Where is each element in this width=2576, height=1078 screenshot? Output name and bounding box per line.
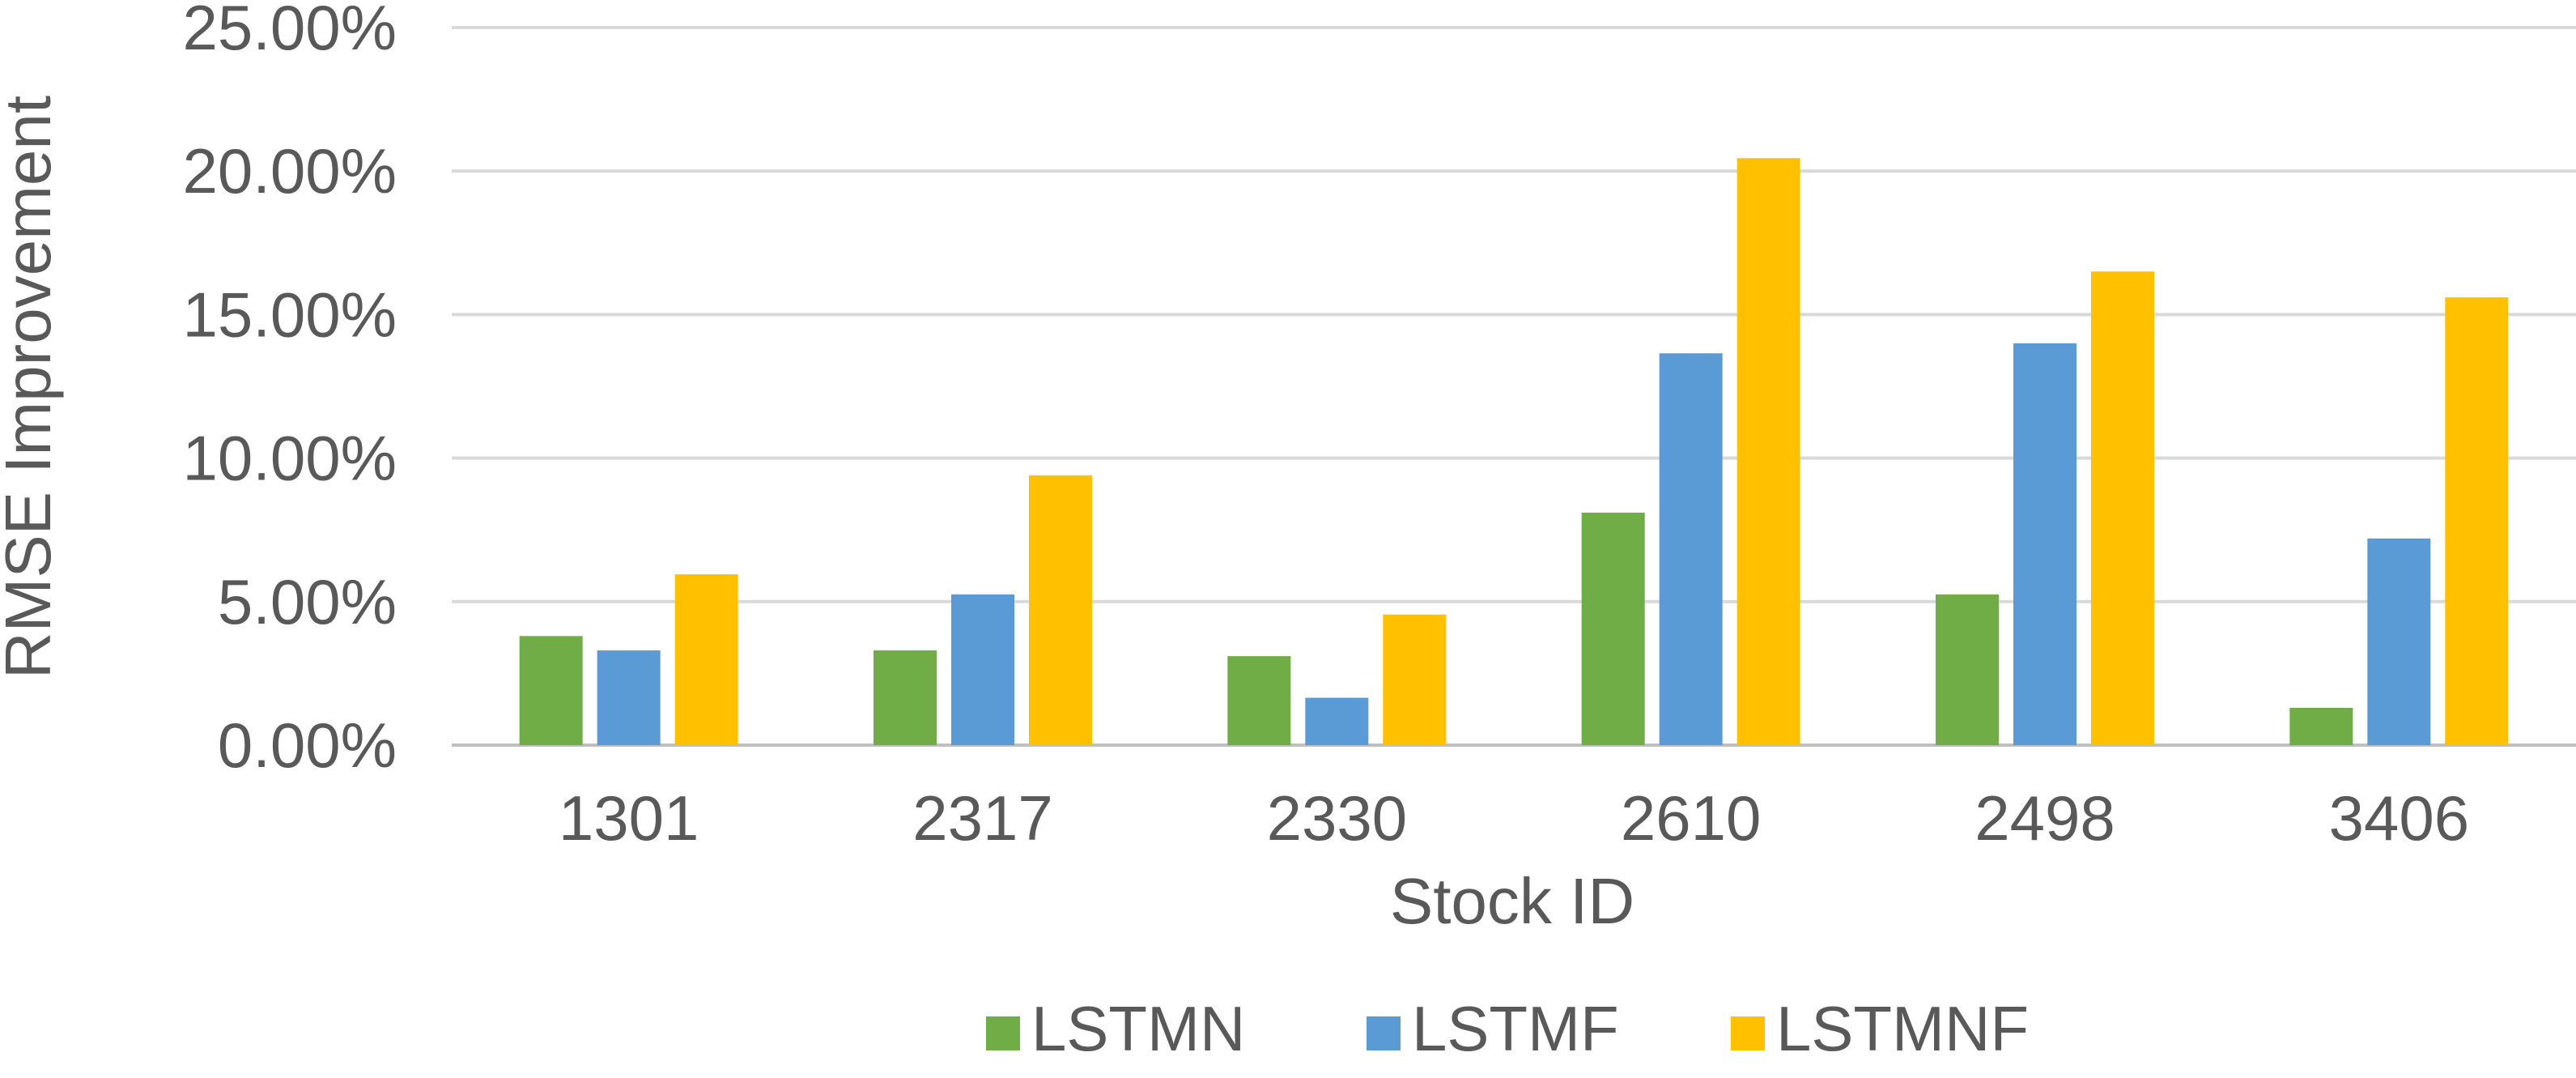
bar-lstmn-2610 (1581, 512, 1645, 745)
bar-lstmf-3406 (2367, 538, 2431, 745)
bar-lstmf-1301 (597, 650, 661, 745)
bar-lstmnf-2317 (1029, 475, 1092, 745)
bar-lstmf-2330 (1305, 697, 1369, 745)
x-tick-label: 1301 (559, 782, 699, 854)
x-tick-label: 2330 (1267, 782, 1408, 854)
bar-lstmnf-1301 (674, 574, 738, 745)
y-tick-label: 0.00% (218, 709, 397, 781)
x-tick-label: 3406 (2329, 782, 2470, 854)
y-tick-label: 15.00% (182, 279, 397, 350)
y-axis-title: RMSE Improvement (0, 96, 64, 679)
bar-lstmf-2610 (1659, 353, 1723, 745)
x-tick-labels: 1301 2317 2330 2610 2498 3406 (559, 782, 2469, 854)
x-tick-label: 2317 (912, 782, 1053, 854)
gridlines (452, 26, 2576, 747)
x-tick-label: 2498 (1975, 782, 2115, 854)
y-tick-label: 10.00% (182, 423, 397, 494)
bar-lstmf-2317 (951, 594, 1014, 745)
bar-lstmnf-3406 (2445, 297, 2509, 745)
bar-lstmf-2498 (2013, 343, 2077, 745)
legend-label-lstmnf: LSTMNF (1776, 993, 2029, 1064)
bar-lstmn-1301 (519, 636, 583, 745)
bar-lstmn-2330 (1227, 656, 1291, 745)
bar-lstmnf-2610 (1736, 158, 1800, 745)
legend-swatch-lstmn (986, 1016, 1020, 1050)
y-tick-label: 20.00% (182, 135, 397, 207)
legend: LSTMN LSTMF LSTMNF (986, 993, 2029, 1064)
bar-lstmn-3406 (2289, 707, 2353, 745)
x-axis-title: Stock ID (1390, 865, 1634, 937)
bar-lstmnf-2498 (2091, 271, 2154, 745)
y-tick-label: 5.00% (218, 566, 397, 637)
bar-lstmnf-2330 (1383, 614, 1447, 745)
bar-lstmn-2317 (874, 650, 937, 745)
bars (519, 158, 2509, 745)
bar-lstmn-2498 (1936, 594, 1999, 745)
legend-swatch-lstmf (1367, 1016, 1401, 1050)
legend-label-lstmn: LSTMN (1031, 993, 1245, 1064)
legend-swatch-lstmnf (1731, 1016, 1765, 1050)
y-tick-labels: 0.00% 5.00% 10.00% 15.00% 20.00% 25.00% (182, 0, 397, 781)
legend-label-lstmf: LSTMF (1412, 993, 1619, 1064)
y-tick-label: 25.00% (182, 0, 397, 63)
x-tick-label: 2610 (1621, 782, 1762, 854)
